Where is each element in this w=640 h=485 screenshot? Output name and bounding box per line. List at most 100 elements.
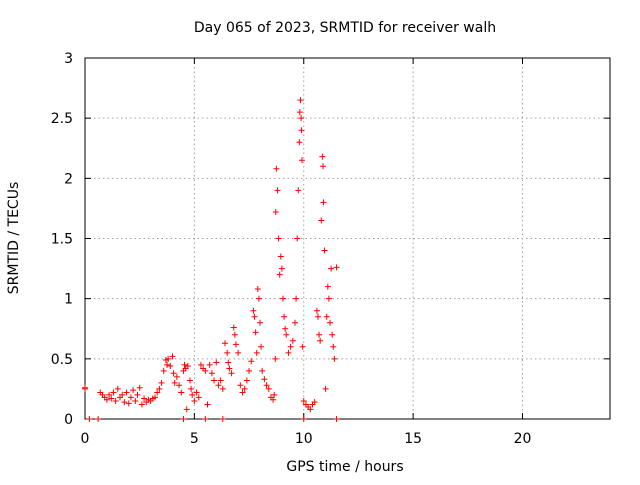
x-tick-label: 20 <box>514 431 532 447</box>
data-point <box>230 324 237 331</box>
data-point <box>330 343 337 350</box>
data-point <box>276 271 283 278</box>
data-point <box>219 416 226 422</box>
data-point <box>323 313 330 320</box>
data-point <box>183 406 190 413</box>
data-point <box>275 235 282 242</box>
data-point <box>82 384 88 391</box>
data-point <box>202 367 209 374</box>
data-point <box>294 235 301 242</box>
data-point <box>307 406 314 413</box>
data-point <box>298 127 305 134</box>
data-point <box>252 329 259 336</box>
data-point <box>231 331 238 338</box>
data-point <box>112 397 119 404</box>
data-point <box>259 367 266 374</box>
data-point <box>106 391 113 398</box>
data-point <box>219 385 226 392</box>
data-point <box>317 337 324 344</box>
data-point <box>217 377 224 384</box>
data-point <box>193 389 200 396</box>
y-tick-label: 3 <box>64 51 73 67</box>
y-tick-label: 1 <box>64 292 73 308</box>
data-point <box>160 367 167 374</box>
data-point <box>170 370 177 377</box>
data-point <box>195 394 202 401</box>
data-point <box>279 295 286 302</box>
data-point <box>272 209 279 216</box>
data-point <box>206 361 213 368</box>
data-point <box>136 384 143 391</box>
data-point <box>237 382 244 389</box>
data-point <box>297 97 304 104</box>
data-point <box>156 385 163 392</box>
data-point <box>261 376 268 383</box>
y-axis-label: SRMTID / TECUs <box>6 182 22 295</box>
data-point <box>263 382 270 389</box>
data-point <box>165 355 172 362</box>
data-point <box>321 247 328 254</box>
data-point <box>226 365 233 372</box>
data-point <box>329 331 336 338</box>
data-point <box>181 361 188 368</box>
x-tick-label: 5 <box>190 431 199 447</box>
data-point <box>299 157 305 164</box>
data-point <box>158 379 165 386</box>
data-point <box>328 265 335 272</box>
data-point <box>191 397 198 404</box>
data-point <box>257 319 263 326</box>
data-point <box>248 358 255 365</box>
data-point <box>255 295 262 302</box>
data-point <box>127 394 134 401</box>
data-point <box>171 379 178 386</box>
data-point <box>327 319 333 326</box>
grid <box>85 58 610 419</box>
data-point <box>319 153 326 160</box>
data-point <box>333 264 340 271</box>
data-point <box>314 313 321 320</box>
data-point <box>295 187 302 194</box>
data-point <box>189 391 196 398</box>
data-point <box>202 416 209 422</box>
data-point <box>95 416 102 422</box>
data-point <box>225 359 232 366</box>
y-tick-label: 0 <box>64 412 73 428</box>
y-tick-label: 2 <box>64 171 73 187</box>
x-tick-label: 0 <box>81 431 90 447</box>
y-tick-label: 2.5 <box>51 111 73 127</box>
data-point <box>228 370 235 377</box>
data-point <box>272 355 279 362</box>
data-point <box>110 389 117 396</box>
data-point <box>320 163 326 170</box>
data-point <box>311 399 318 406</box>
x-tick-label: 10 <box>295 431 313 447</box>
data-point <box>114 385 121 392</box>
data-point <box>138 401 145 408</box>
data-point <box>239 389 246 396</box>
data-point <box>322 385 329 392</box>
data-point <box>134 391 141 398</box>
data-point <box>164 361 171 368</box>
data-point <box>235 349 242 356</box>
data-point <box>270 396 277 403</box>
data-point <box>287 343 294 350</box>
data-point <box>222 340 228 347</box>
data-point <box>296 109 303 116</box>
data-point <box>188 385 195 392</box>
data-point <box>300 416 307 422</box>
data-point <box>292 319 298 326</box>
data-point <box>213 359 220 366</box>
data-point <box>169 353 176 360</box>
data-point <box>296 139 303 146</box>
data-point <box>300 397 307 404</box>
axis-ticks: 0 5 10 15 20 0 0.5 1 1.5 2 2.5 3 <box>51 51 610 447</box>
data-point <box>243 377 250 384</box>
data-point <box>325 295 332 302</box>
data-point <box>250 307 257 314</box>
data-points <box>82 97 340 422</box>
data-point <box>253 349 260 356</box>
data-point <box>274 187 281 194</box>
chart-title: Day 065 of 2023, SRMTID for receiver wal… <box>194 20 496 36</box>
